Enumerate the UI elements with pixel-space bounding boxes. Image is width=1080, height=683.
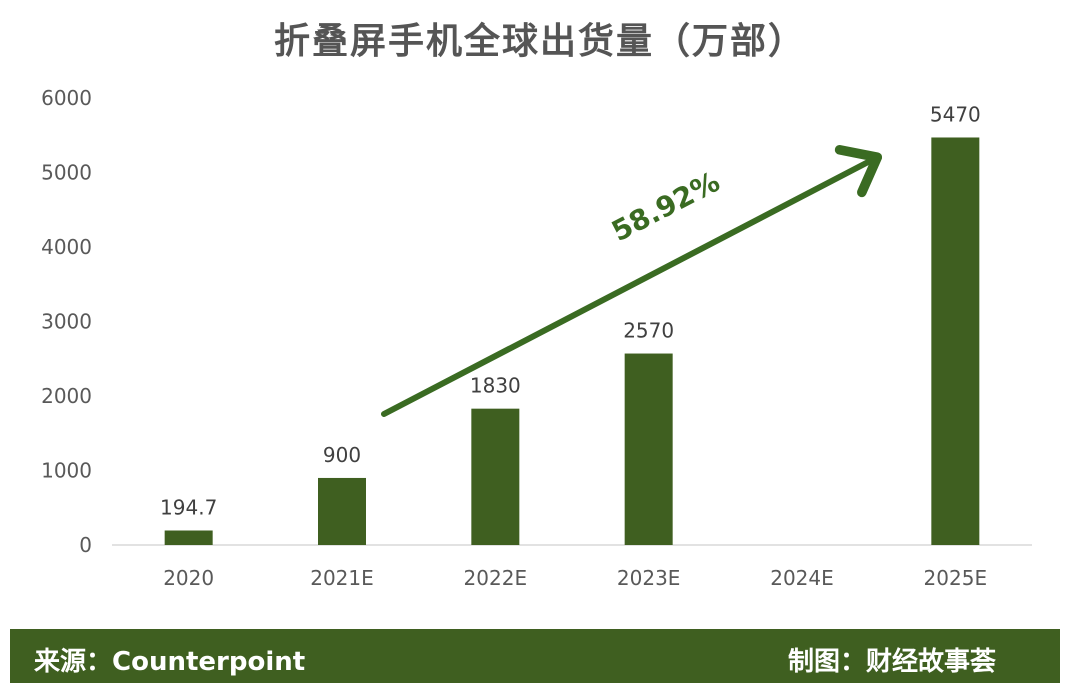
bar — [164, 530, 213, 545]
growth-arrow — [381, 144, 883, 417]
x-tick-label: 2024E — [770, 566, 834, 590]
chart-title: 折叠屏手机全球出货量（万部） — [273, 21, 806, 62]
data-label: 5470 — [930, 102, 981, 126]
y-tick-label: 6000 — [41, 86, 92, 110]
data-labels: 194.7 900 1830 2570 5470 — [160, 102, 981, 519]
bar-chart: 0 1000 2000 3000 4000 5000 6000 194.7 900 1830 25… — [41, 86, 1032, 590]
x-tick-label: 2020 — [163, 566, 214, 590]
x-tick-label: 2025E — [924, 566, 988, 590]
bar-series — [164, 137, 980, 546]
y-tick-label: 2000 — [41, 384, 92, 408]
bar — [318, 477, 366, 545]
x-axis-labels: 2020 2021E 2022E 2023E 2024E 2025E — [163, 566, 987, 590]
data-label: 2570 — [623, 319, 674, 343]
footer-bar: 来源：Counterpoint 制图：财经故事荟 — [10, 629, 1060, 683]
growth-rate-label: 58.92% — [606, 165, 725, 248]
bar — [931, 137, 980, 546]
source-credit: 来源：Counterpoint — [34, 647, 306, 677]
y-axis: 0 1000 2000 3000 4000 5000 6000 — [41, 86, 92, 557]
x-tick-label: 2021E — [310, 566, 374, 590]
x-tick-label: 2022E — [464, 566, 528, 590]
y-tick-label: 3000 — [41, 310, 92, 334]
chart-maker-credit: 制图：财经故事荟 — [787, 647, 996, 677]
x-tick-label: 2023E — [617, 566, 681, 590]
bar — [624, 353, 673, 545]
y-tick-label: 1000 — [41, 459, 92, 483]
y-tick-label: 0 — [79, 533, 92, 557]
y-tick-label: 5000 — [41, 161, 92, 185]
data-label: 1830 — [470, 374, 521, 398]
bar — [471, 408, 520, 545]
data-label: 194.7 — [160, 495, 217, 519]
data-label: 900 — [323, 443, 361, 467]
y-tick-label: 4000 — [41, 235, 92, 259]
